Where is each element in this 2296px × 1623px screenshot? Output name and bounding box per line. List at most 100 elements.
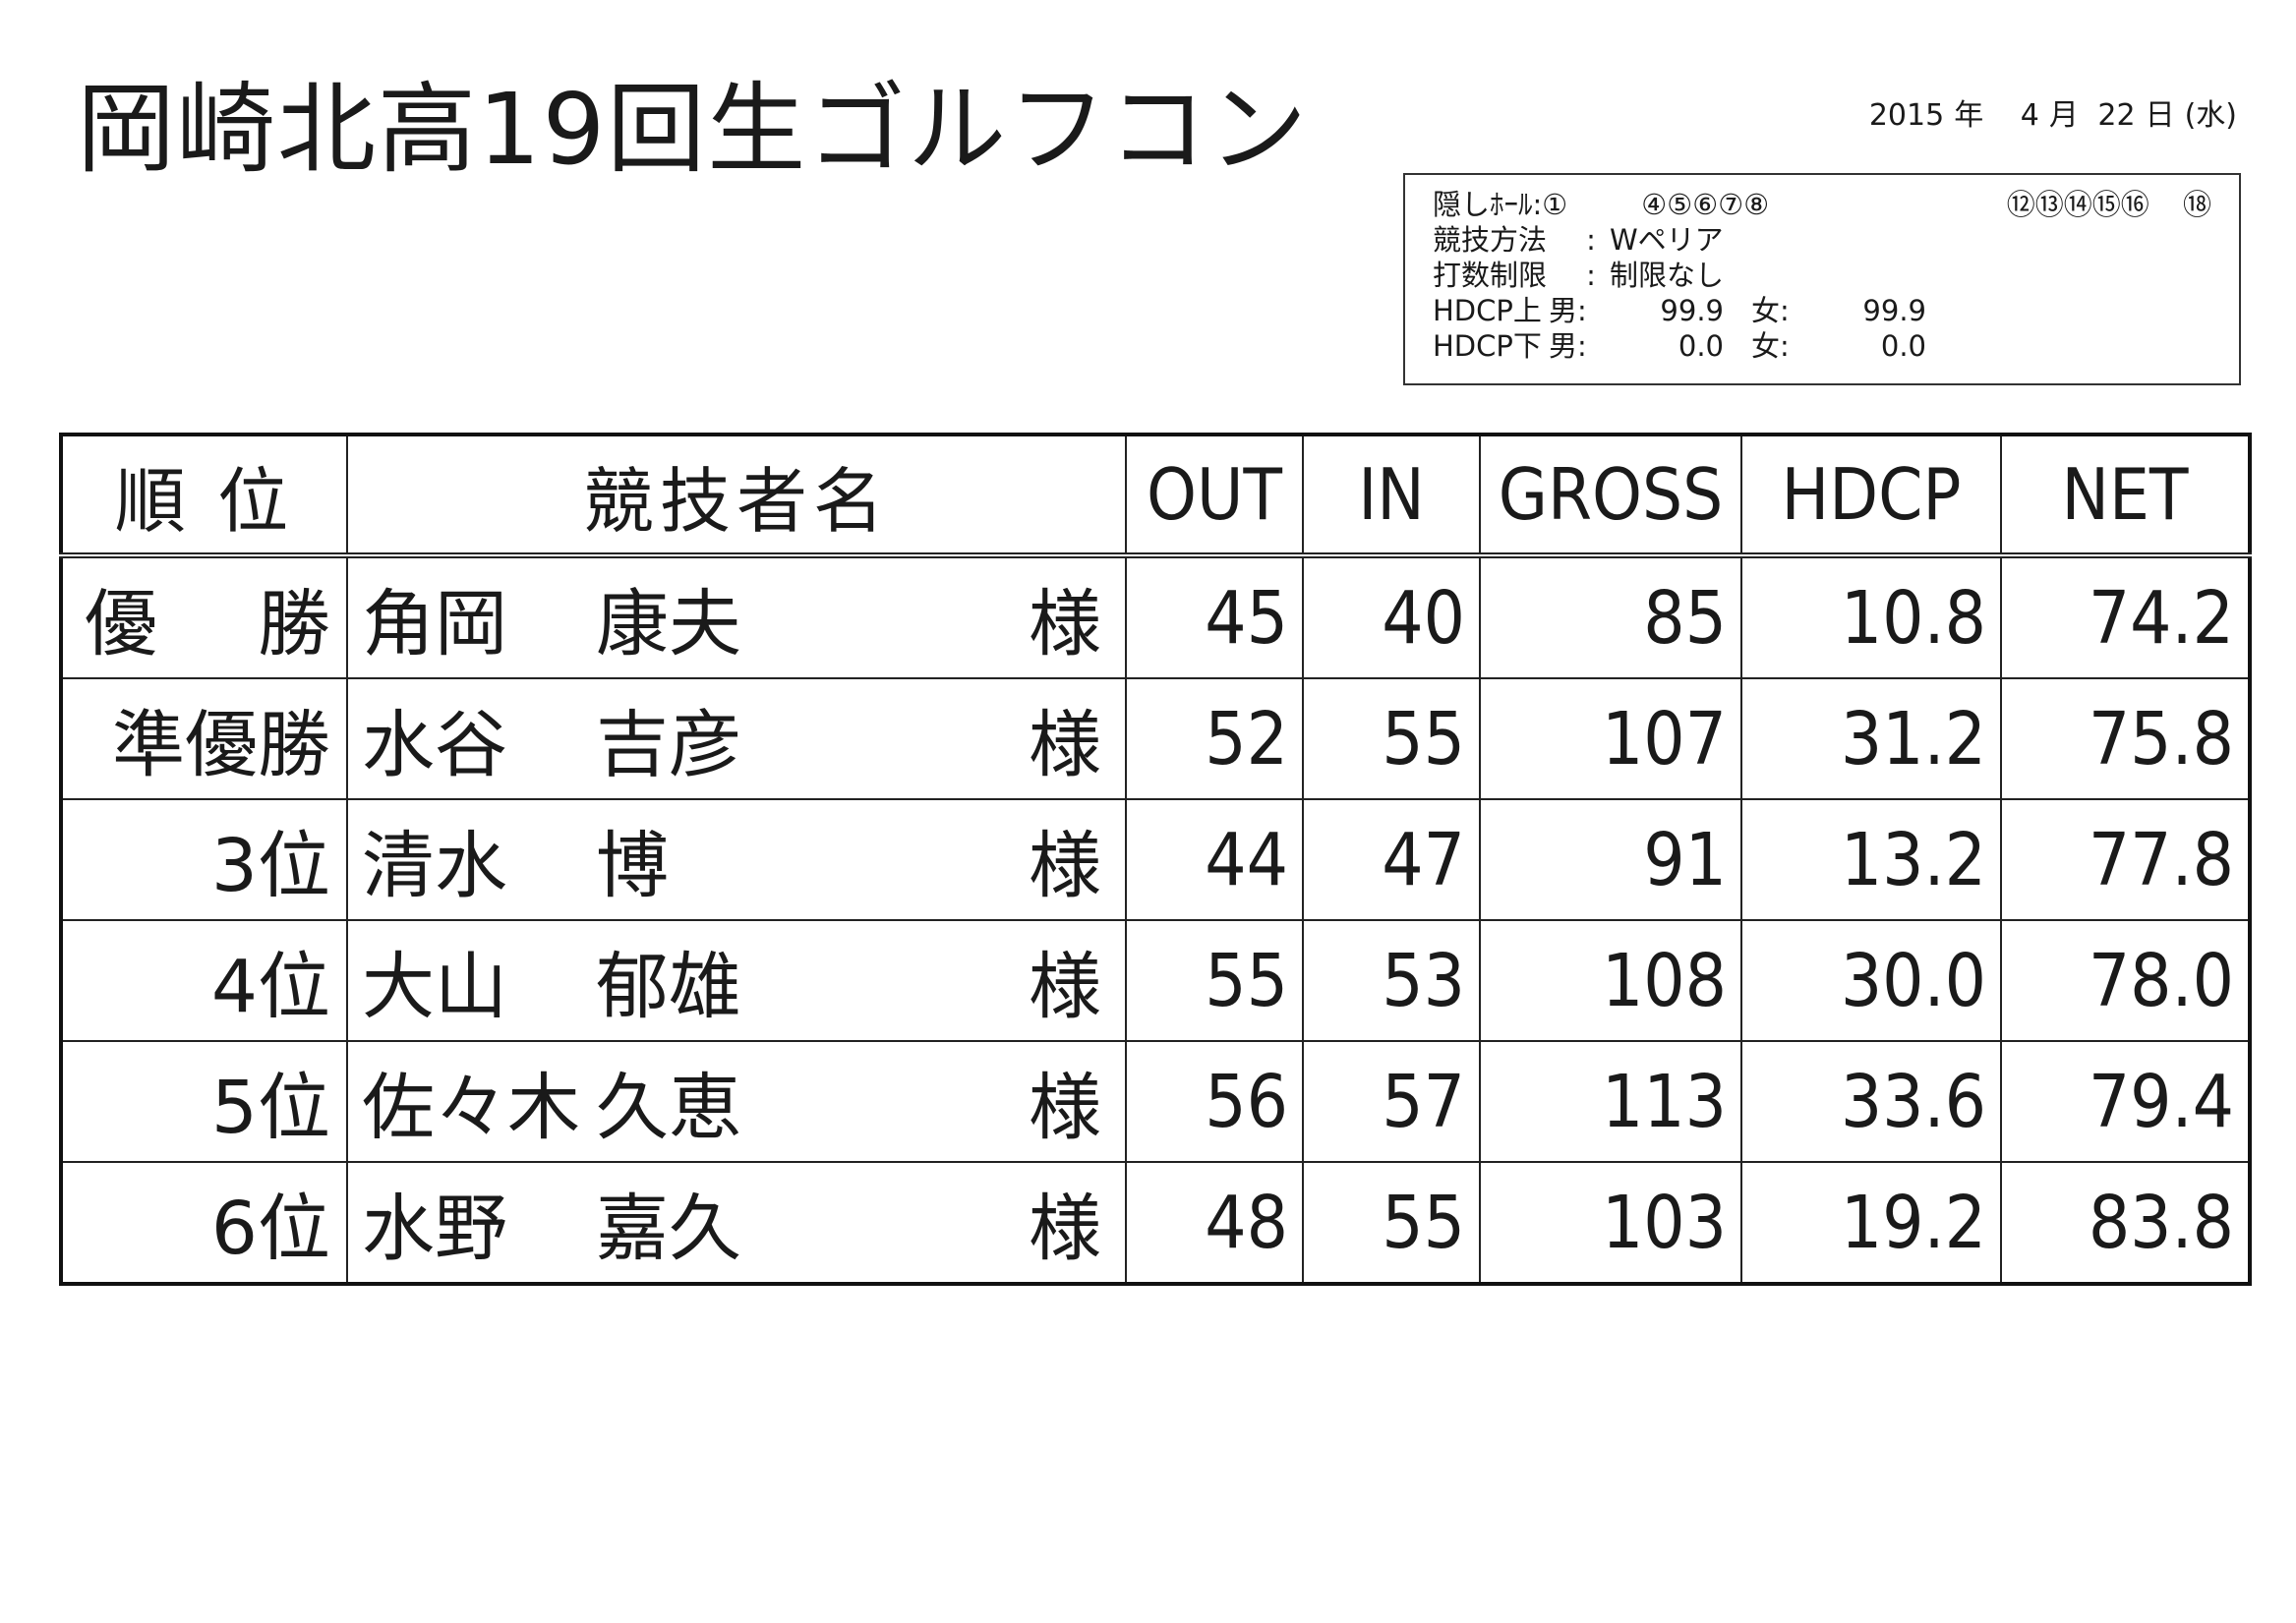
hdcp-lower-label: HDCP下	[1433, 329, 1542, 363]
method-row: 競技方法 : Wペリア	[1433, 222, 2211, 258]
hdcp-upper-female-label: 女:	[1751, 294, 1790, 327]
table-row: 6位 水野 嘉久 様 48 55 103 19.2 83.8	[60, 1161, 2251, 1285]
in-score: 55	[1302, 677, 1481, 800]
hdcp-value: 10.8	[1740, 554, 2002, 679]
stroke-limit-value: 制限なし	[1610, 259, 1725, 292]
player-name-cell: 角岡 康夫 様	[346, 554, 1127, 679]
table-row: 5位 佐々木 久恵 様 56 57 113 33.6 79.4	[60, 1040, 2251, 1163]
hdcp-upper-male-label: 男:	[1549, 294, 1587, 327]
gross-score: 108	[1479, 919, 1742, 1042]
hdcp-lower-row: HDCP下 男: 0.0 女: 0.0	[1433, 328, 2211, 364]
gross-score: 103	[1479, 1161, 1742, 1285]
method-label: 競技方法	[1433, 223, 1548, 257]
hdcp-lower-female-label: 女:	[1751, 329, 1790, 363]
hdcp-value: 31.2	[1740, 677, 2002, 800]
date-weekday: (水)	[2184, 98, 2237, 133]
player-family-name: 角岡	[362, 582, 507, 667]
player-name-cell: 佐々木 久恵 様	[346, 1040, 1127, 1163]
player-name-cell: 大山 郁雄 様	[346, 919, 1127, 1042]
rank-cell: 4位	[60, 919, 348, 1042]
rank-first-char: 優	[85, 582, 157, 667]
table-row: 優勝 角岡 康夫 様 45 40 85 10.8 74.2	[60, 554, 2251, 679]
rank-cell: 5位	[60, 1040, 348, 1163]
hdcp-value: 33.6	[1740, 1040, 2002, 1163]
date-day: 22	[2097, 98, 2136, 133]
header-gross: GROSS	[1479, 434, 1742, 558]
net-score: 78.0	[2000, 919, 2251, 1042]
out-score: 56	[1125, 1040, 1304, 1163]
stroke-limit-row: 打数制限 : 制限なし	[1433, 258, 2211, 293]
hidden-holes-label: 隠しﾎｰﾙ:	[1433, 188, 1543, 221]
header-hdcp: HDCP	[1740, 434, 2002, 558]
player-given-name: 康夫	[596, 582, 741, 667]
stroke-limit-label: 打数制限	[1433, 259, 1548, 292]
rank-cell: 6位	[60, 1161, 348, 1285]
net-score: 83.8	[2000, 1161, 2251, 1285]
in-score: 53	[1302, 919, 1481, 1042]
header-name: 競技者名	[346, 434, 1127, 558]
hidden-holes-group-2: ④⑤⑥⑦⑧	[1641, 188, 1770, 221]
player-given-name: 嘉久	[596, 1187, 741, 1271]
table-row: 3位 清水 博 様 44 47 91 13.2 77.8	[60, 798, 2251, 921]
results-table: 順 位 競技者名 OUT IN GROSS HDCP NET 優勝 角岡 康夫 様 …	[59, 433, 2252, 1286]
net-score: 75.8	[2000, 677, 2251, 800]
honorific: 様	[1029, 824, 1101, 908]
in-score: 40	[1302, 554, 1481, 679]
player-name-cell: 清水 博 様	[346, 798, 1127, 921]
hdcp-upper-female-value: 99.9	[1862, 294, 1926, 327]
hdcp-lower-male-label: 男:	[1549, 329, 1587, 363]
in-score: 55	[1302, 1161, 1481, 1285]
hdcp-upper-label: HDCP上	[1433, 294, 1542, 327]
honorific: 様	[1029, 582, 1101, 667]
method-separator: :	[1586, 223, 1596, 257]
player-given-name: 郁雄	[596, 945, 741, 1029]
hidden-holes-group-4: ⑱	[2182, 188, 2211, 221]
in-score: 47	[1302, 798, 1481, 921]
table-row: 4位 大山 郁雄 様 55 53 108 30.0 78.0	[60, 919, 2251, 1042]
out-score: 45	[1125, 554, 1304, 679]
hdcp-value: 13.2	[1740, 798, 2002, 921]
out-score: 55	[1125, 919, 1304, 1042]
rank-cell: 3位	[60, 798, 348, 921]
gross-score: 107	[1479, 677, 1742, 800]
gross-score: 113	[1479, 1040, 1742, 1163]
hdcp-lower-male-value: 0.0	[1678, 329, 1724, 363]
player-family-name: 大山	[362, 945, 507, 1029]
stroke-limit-separator: :	[1586, 259, 1596, 292]
in-score: 57	[1302, 1040, 1481, 1163]
player-name-cell: 水野 嘉久 様	[346, 1161, 1127, 1285]
honorific: 様	[1029, 1066, 1101, 1150]
hdcp-upper-row: HDCP上 男: 99.9 女: 99.9	[1433, 293, 2211, 328]
date-month-unit: 月	[2048, 98, 2079, 133]
net-score: 74.2	[2000, 554, 2251, 679]
player-family-name: 水谷	[362, 703, 507, 787]
honorific: 様	[1029, 703, 1101, 787]
player-given-name: 久恵	[596, 1066, 741, 1150]
rank-cell: 優勝	[60, 554, 348, 679]
gross-score: 91	[1479, 798, 1742, 921]
player-given-name: 吉彦	[596, 703, 741, 787]
hidden-holes-row: 隠しﾎｰﾙ: ① ④⑤⑥⑦⑧ ⑫⑬⑭⑮⑯ ⑱	[1433, 187, 2211, 222]
net-score: 79.4	[2000, 1040, 2251, 1163]
header-net: NET	[2000, 434, 2251, 558]
hdcp-lower-female-value: 0.0	[1880, 329, 1926, 363]
honorific: 様	[1029, 1187, 1101, 1271]
player-family-name: 佐々木	[362, 1066, 580, 1150]
header-rank: 順 位	[60, 434, 348, 558]
date-month: 4	[2020, 98, 2039, 133]
out-score: 48	[1125, 1161, 1304, 1285]
honorific: 様	[1029, 945, 1101, 1029]
table-row: 準優勝 水谷 吉彦 様 52 55 107 31.2 75.8	[60, 677, 2251, 800]
hdcp-value: 30.0	[1740, 919, 2002, 1042]
header-out: OUT	[1125, 434, 1304, 558]
page-title: 岡崎北高19回生ゴルフコン	[77, 72, 1310, 187]
rank-cell: 準優勝	[60, 677, 348, 800]
hidden-holes-group-1: ①	[1542, 188, 1568, 221]
gross-score: 85	[1479, 554, 1742, 679]
hidden-holes-group-3: ⑫⑬⑭⑮⑯	[2006, 188, 2149, 221]
header-in: IN	[1302, 434, 1481, 558]
net-score: 77.8	[2000, 798, 2251, 921]
table-header-row: 順 位 競技者名 OUT IN GROSS HDCP NET	[60, 434, 2251, 558]
competition-conditions: 隠しﾎｰﾙ: ① ④⑤⑥⑦⑧ ⑫⑬⑭⑮⑯ ⑱ 競技方法 : Wペリア 打数制限 …	[1403, 173, 2241, 385]
